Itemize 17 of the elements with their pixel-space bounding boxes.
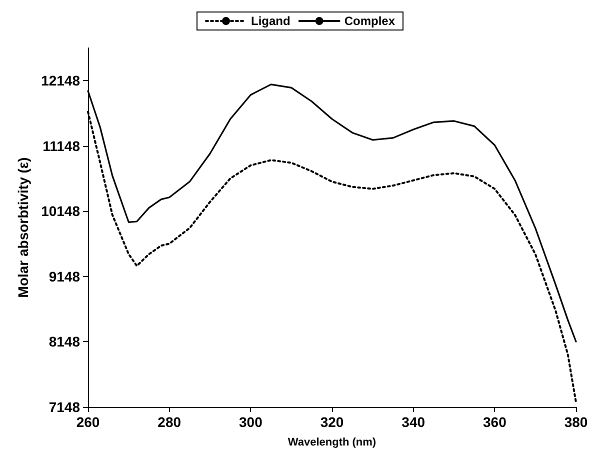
x-axis-title: Wavelength (nm) [288,436,376,448]
x-tick-label: 380 [564,414,588,430]
y-tick-label: 7148 [48,399,80,415]
y-tick-label: 8148 [48,334,80,350]
x-tick-label: 360 [482,414,507,430]
x-tick-label: 280 [158,414,182,430]
y-axis-title: Molar absorbtivity (ε) [15,157,31,298]
x-tick-label: 340 [402,414,426,430]
y-tick-label: 10148 [41,203,80,220]
y-tick-label: 11148 [42,138,80,154]
x-tick-label: 260 [76,414,100,430]
y-tick-label: 9148 [48,268,80,284]
x-tick-label: 320 [320,414,344,430]
legend-label: Ligand [250,14,290,28]
legend-label: Complex [344,14,396,28]
y-tick-label: 12148 [41,72,80,89]
x-tick-label: 300 [238,414,263,430]
